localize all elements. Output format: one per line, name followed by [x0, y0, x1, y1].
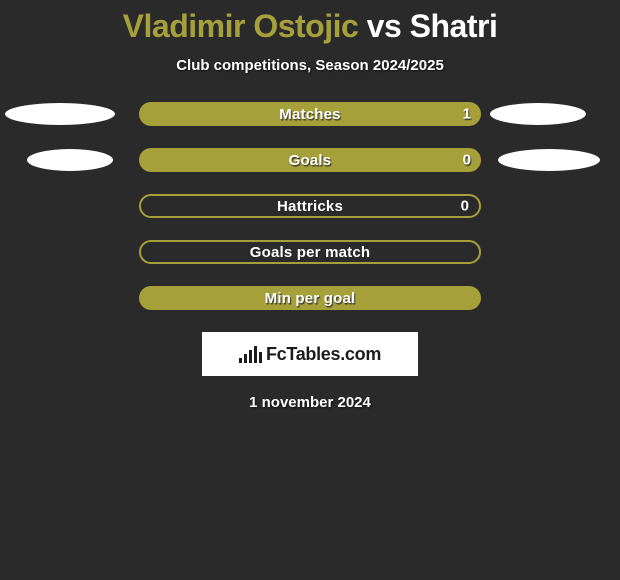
- stat-value: 0: [461, 198, 469, 215]
- stat-label: Hattricks: [277, 198, 343, 215]
- subtitle: Club competitions, Season 2024/2025: [0, 57, 620, 74]
- stat-row-min-per-goal: Min per goal: [0, 286, 620, 310]
- stat-bar: Goals per match: [139, 240, 481, 264]
- stat-row-matches: Matches 1: [0, 102, 620, 126]
- stat-row-goals-per-match: Goals per match: [0, 240, 620, 264]
- stat-rows: Matches 1 Goals 0 Hattricks 0 Goals per match M…: [0, 102, 620, 310]
- stat-label: Matches: [279, 106, 340, 123]
- vs-separator: vs: [358, 8, 409, 44]
- stat-bar: Goals 0: [139, 148, 481, 172]
- stat-value: 0: [463, 152, 471, 169]
- stat-value: 1: [463, 106, 471, 123]
- stat-row-hattricks: Hattricks 0: [0, 194, 620, 218]
- stat-bar: Hattricks 0: [139, 194, 481, 218]
- stat-row-goals: Goals 0: [0, 148, 620, 172]
- date-label: 1 november 2024: [0, 394, 620, 411]
- player-left-marker: [27, 149, 113, 171]
- player-left-marker: [5, 103, 115, 125]
- player-right-marker: [498, 149, 600, 171]
- stat-label: Goals per match: [250, 244, 371, 261]
- player-left-name: Vladimir Ostojic: [123, 8, 359, 44]
- page-title: Vladimir Ostojic vs Shatri: [0, 8, 620, 45]
- bars-icon: [239, 345, 262, 363]
- comparison-widget: Vladimir Ostojic vs Shatri Club competit…: [0, 0, 620, 411]
- player-right-marker: [490, 103, 586, 125]
- stat-label: Min per goal: [265, 290, 356, 307]
- source-logo: FcTables.com: [202, 332, 418, 376]
- stat-bar: Min per goal: [139, 286, 481, 310]
- logo-text: FcTables.com: [266, 344, 381, 365]
- player-right-name: Shatri: [410, 8, 498, 44]
- stat-label: Goals: [289, 152, 332, 169]
- stat-bar: Matches 1: [139, 102, 481, 126]
